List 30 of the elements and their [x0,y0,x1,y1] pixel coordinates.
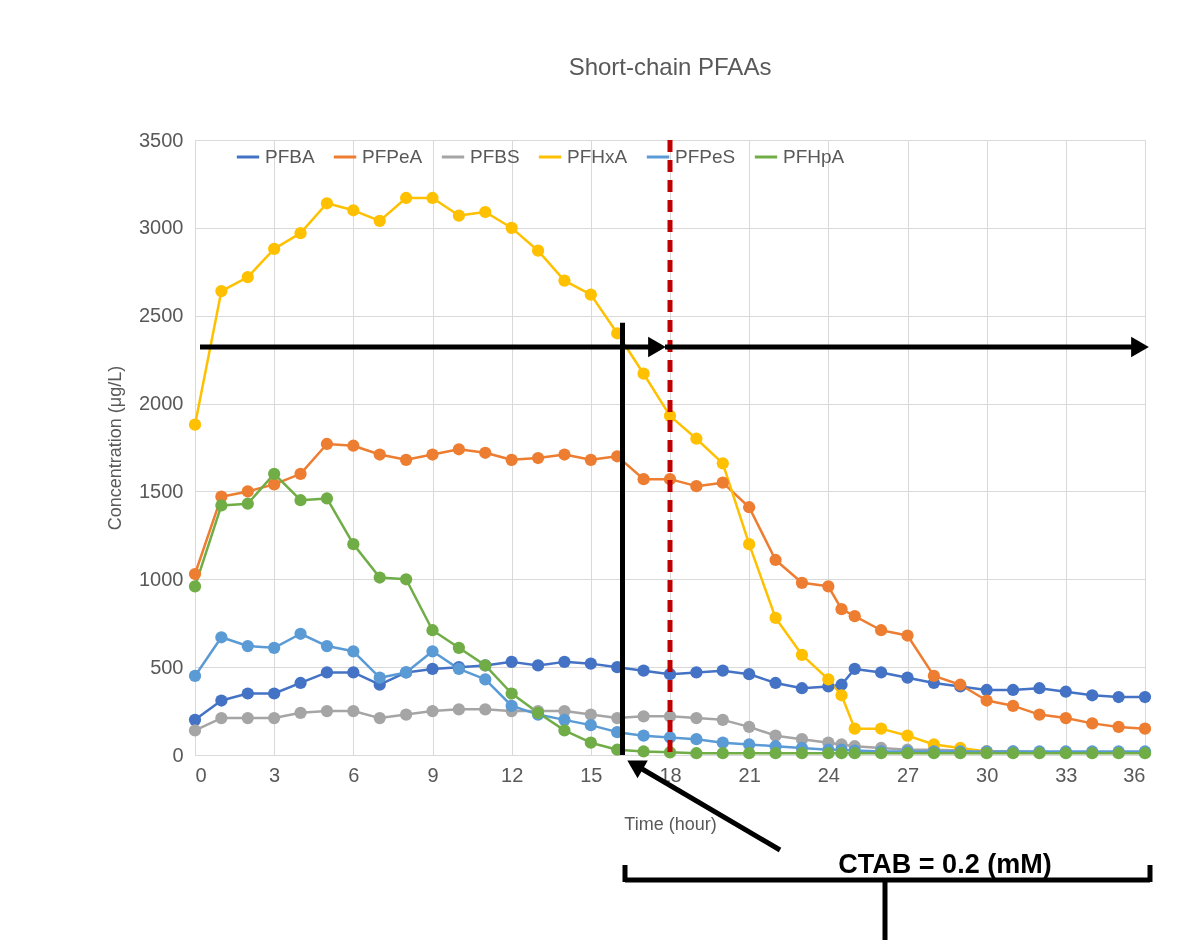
x-tick-label: 36 [1123,763,1146,786]
x-axis-title: Time (hour) [624,813,717,834]
y-tick-label: 500 [150,655,184,678]
x-tick-label: 9 [427,763,439,786]
x-tick-label: 0 [195,763,207,786]
x-tick-label: 33 [1055,763,1078,786]
x-tick-label: 21 [738,763,761,786]
chart-title: Short-chain PFAAs [568,53,772,80]
x-tick-label: 6 [348,763,360,786]
y-tick-label: 3000 [139,216,184,239]
text: CTAB = 0.2 (mM) [838,849,1052,879]
legend-label: PFHpA [783,146,845,167]
x-tick-label: 15 [580,763,603,786]
y-axis-title: Concentration (μg/L) [105,365,126,531]
x-tick-label: 12 [501,763,524,786]
legend-label: PFHxA [567,146,628,167]
legend-label: PFBA [265,146,315,167]
y-tick-label: 2000 [139,392,184,415]
y-tick-label: 2500 [139,304,184,327]
x-tick-label: 3 [269,763,281,786]
y-tick-label: 1500 [139,479,184,502]
legend-label: PFPeA [362,146,423,167]
x-tick-label: 27 [896,763,920,786]
y-tick-label: 1000 [139,567,184,590]
legend-label: PFBS [470,146,520,167]
y-tick-label: 3500 [139,128,184,151]
x-tick-label: 24 [817,763,840,786]
legend-label: PFPeS [675,146,736,167]
x-tick-label: 30 [976,763,999,786]
y-tick-label: 0 [172,743,184,766]
